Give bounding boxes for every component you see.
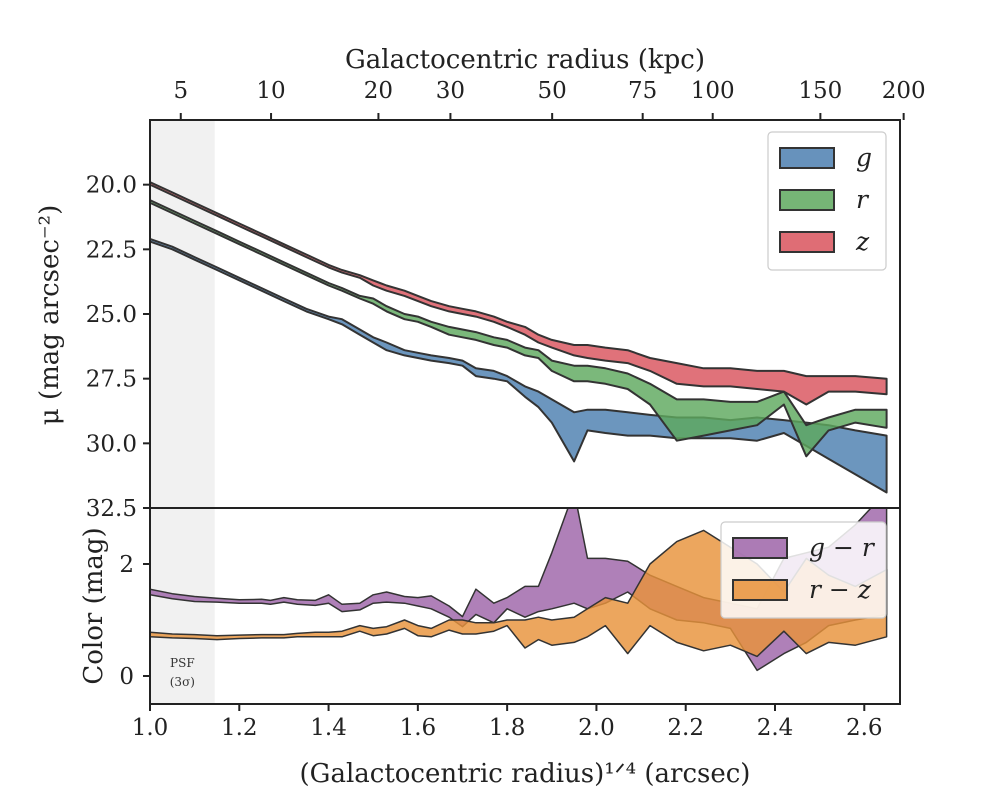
color-axes: 0 2 1.0 1.2 1.4 1.6 1.8 2.0 2.2 2.4 2.6 (119, 507, 901, 741)
top-xtick-label-2: 20 (364, 78, 393, 104)
surface-brightness-bands (150, 120, 888, 508)
top-legend-label-0: g (856, 143, 872, 172)
band-z-2 (150, 181, 888, 406)
top-legend-label-2: z (855, 227, 870, 256)
top-band-group (150, 181, 888, 494)
bottom-xtick-label-0: 1.0 (132, 715, 169, 741)
bottom-ytick-label-1: 2 (119, 552, 134, 578)
top-ytick-label-3: 27.5 (86, 367, 137, 393)
psf-label-line2: (3σ) (170, 675, 195, 689)
bottom-x-axis-title: (Galactocentric radius)¹ᐟ⁴ (arcsec) (300, 759, 751, 789)
bottom-legend-swatch-0 (732, 537, 788, 559)
bottom-xtick-label-4: 1.8 (489, 715, 526, 741)
psf-band-bottom (150, 508, 215, 704)
top-xtick-label-6: 100 (691, 78, 735, 104)
bottom-panel-frame (149, 507, 901, 705)
top-xtick-label-5: 75 (628, 78, 657, 104)
top-legend-swatch-0 (779, 147, 835, 169)
top-axis-title: Galactocentric radius (kpc) (345, 45, 705, 75)
top-ytick-label-2: 25.0 (86, 302, 137, 328)
bottom-band-group (150, 508, 888, 672)
top-legend-swatch-2 (779, 231, 835, 253)
band-r-1 (150, 199, 888, 458)
surface-brightness-panel: 20.0 22.5 25.0 27.5 30.0 32.5 5 10 20 30 50 75 100 15… (86, 78, 926, 522)
top-xtick-label-7: 150 (798, 78, 842, 104)
bottom-xtick-label-1: 1.2 (221, 715, 258, 741)
bottom-ytick-label-0: 0 (119, 664, 134, 690)
top-legend-swatch-1 (779, 189, 835, 211)
bottom-xtick-label-5: 2.0 (578, 715, 615, 741)
top-ytick-label-0: 20.0 (86, 173, 137, 199)
color-legend: g − r r − z (720, 521, 887, 619)
bottom-legend-label-0: g − r (809, 533, 876, 562)
bottom-legend-label-1: r − z (809, 575, 872, 604)
color-bands: PSF (3σ) (150, 508, 888, 704)
surface-brightness-axes: 20.0 22.5 25.0 27.5 30.0 32.5 5 10 20 30 50 75 100 15… (86, 78, 926, 522)
bottom-y-axis-title: Color (mag) (79, 527, 109, 684)
color-panel: PSF (3σ) 0 2 1.0 1.2 1.4 1.6 1.8 2.0 2.2 2.4 2.6 g … (119, 507, 901, 741)
bottom-legend-swatch-1 (732, 579, 788, 601)
top-ytick-label-1: 22.5 (86, 237, 137, 263)
top-ytick-label-4: 30.0 (86, 431, 137, 457)
top-y-axis-title: μ (mag arcsec⁻²) (35, 205, 65, 425)
psf-band-top (150, 120, 215, 508)
band-color-1 (150, 529, 888, 658)
bottom-xtick-label-6: 2.2 (667, 715, 704, 741)
bottom-xtick-label-7: 2.4 (757, 715, 794, 741)
bottom-xtick-label-2: 1.4 (310, 715, 347, 741)
band-g-0 (150, 238, 888, 494)
top-xtick-label-4: 50 (538, 78, 567, 104)
psf-label-line1: PSF (170, 656, 195, 670)
top-legend-label-1: r (856, 185, 870, 214)
top-ytick-label-5: 32.5 (86, 496, 137, 522)
surface-brightness-legend: grz (767, 131, 887, 271)
top-xtick-label-3: 30 (436, 78, 465, 104)
bottom-xtick-label-8: 2.6 (846, 715, 883, 741)
bottom-xtick-label-3: 1.6 (400, 715, 437, 741)
top-xtick-label-1: 10 (256, 78, 285, 104)
top-xtick-label-8: 200 (882, 78, 926, 104)
top-xtick-label-0: 5 (173, 78, 188, 104)
